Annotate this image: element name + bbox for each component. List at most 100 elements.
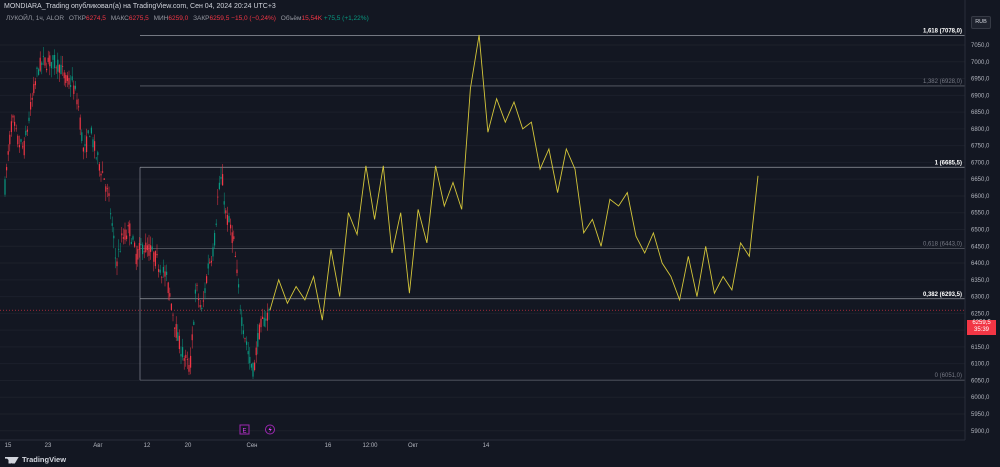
candle-body	[151, 246, 153, 250]
time-tick-label: 14	[483, 443, 490, 449]
candle-body	[4, 179, 6, 195]
publisher-line: MONDIARA_Trading опубликовал(а) на Tradi…	[4, 3, 276, 10]
candle-body	[258, 324, 260, 340]
candle-body	[148, 244, 150, 256]
earnings-marker-box[interactable]	[239, 424, 250, 435]
candle-body	[22, 146, 24, 148]
candle-body	[138, 243, 140, 250]
candle-body	[14, 121, 16, 126]
candle-body	[102, 171, 104, 173]
candle-body	[44, 57, 46, 66]
price-tick-label: 6900,0	[971, 93, 990, 99]
candle-body	[220, 176, 222, 179]
price-tick-label: 6400,0	[971, 261, 990, 267]
fibonacci-retracement[interactable]: 1,618 (7078,0) 1,382 (6928,0) 1 (6685,5) 0,…	[0, 29, 965, 381]
candle-body	[166, 271, 168, 275]
tradingview-logo-icon	[5, 456, 19, 464]
candle-body	[183, 358, 185, 361]
candle-body	[228, 216, 230, 223]
candle-body	[135, 253, 137, 265]
candle-body	[217, 196, 219, 198]
candle-body	[198, 298, 200, 301]
currency-button[interactable]: RUB	[971, 16, 991, 29]
candle-body	[111, 223, 113, 226]
candle-body	[31, 97, 33, 100]
fib-level-label: 1 (6685,5)	[935, 160, 962, 166]
candle-body	[106, 188, 108, 190]
candle-body	[177, 332, 179, 341]
candle-body	[81, 132, 83, 142]
candle-body	[263, 317, 265, 327]
candle-body	[202, 300, 204, 302]
candle-body	[18, 145, 20, 148]
change-value: −15,0 (−0,24%)	[231, 15, 276, 22]
candle-body	[84, 144, 86, 146]
candle-body	[17, 135, 19, 145]
candle-body	[132, 236, 134, 240]
price-tick-label: 6500,0	[971, 228, 990, 234]
candle-body	[266, 312, 268, 321]
close-label: ЗАКР	[193, 15, 210, 22]
projection-polyline[interactable]	[269, 34, 759, 321]
candle-body	[122, 237, 124, 239]
price-tick-label: 6550,0	[971, 211, 990, 217]
candle-body	[214, 233, 216, 246]
candle-body	[65, 74, 67, 84]
candle-body	[180, 354, 182, 357]
candle-body	[20, 139, 22, 142]
candle-body	[222, 174, 224, 186]
symbol-name[interactable]: ЛУКОЙЛ, 1ч, ALOR	[6, 15, 65, 22]
price-tick-label: 6700,0	[971, 160, 990, 166]
time-tick-label: 20	[185, 443, 192, 449]
candle-body	[103, 178, 105, 180]
candle-body	[230, 224, 232, 229]
candle-body	[142, 244, 144, 255]
price-tick-label: 6800,0	[971, 127, 990, 133]
projection-path[interactable]	[269, 34, 759, 321]
candle-body	[46, 68, 48, 71]
price-chart[interactable]: 1,618 (7078,0) 1,382 (6928,0) 1 (6685,5) 0,…	[0, 0, 1000, 452]
candle-body	[218, 182, 220, 190]
time-axis[interactable]: 15 23 Авг 12 20 Сен 16 12:00 Окт 14	[0, 439, 965, 449]
candle-body	[92, 139, 94, 148]
candle-body	[182, 347, 184, 358]
candle-body	[164, 271, 166, 277]
candle-body	[206, 276, 208, 284]
candle-body	[153, 252, 155, 262]
candle-body	[76, 99, 78, 105]
candle-body	[167, 282, 169, 294]
candle-body	[215, 223, 217, 225]
candle-body	[162, 266, 164, 273]
candle-body	[38, 69, 40, 75]
price-axis[interactable]: 7050,0 7000,0 6950,0 6900,0 6850,0 6800,0 6750…	[964, 0, 990, 440]
tradingview-logo[interactable]: TradingView	[5, 455, 66, 464]
candle-body	[254, 362, 256, 371]
candle-body	[242, 330, 244, 335]
candle-body	[70, 85, 72, 87]
price-tick-label: 6950,0	[971, 77, 990, 83]
candle-body	[209, 262, 211, 264]
candle-body	[60, 64, 62, 75]
candle-body	[105, 186, 107, 192]
price-tick-label: 5900,0	[971, 429, 990, 435]
candle-body	[42, 55, 44, 57]
candle-body	[97, 152, 99, 156]
candle-body	[158, 269, 160, 272]
candle-body	[10, 121, 12, 133]
fib-level-label: 1,382 (6928,0)	[923, 79, 962, 85]
time-tick-label: 23	[45, 443, 52, 449]
candle-body	[113, 235, 115, 239]
candle-body	[188, 364, 190, 372]
candle-body	[98, 164, 100, 171]
candle-body	[233, 236, 235, 240]
candle-body	[26, 129, 28, 132]
candle-body	[58, 64, 60, 73]
time-tick-label: 12:00	[362, 443, 378, 449]
candle-body	[71, 76, 73, 81]
price-tick-label: 6250,0	[971, 311, 990, 317]
candle-body	[87, 130, 89, 134]
candle-body	[57, 59, 59, 72]
candle-body	[156, 253, 158, 256]
fib-level-label: 1,618 (7078,0)	[923, 29, 962, 35]
price-tick-label: 6850,0	[971, 110, 990, 116]
